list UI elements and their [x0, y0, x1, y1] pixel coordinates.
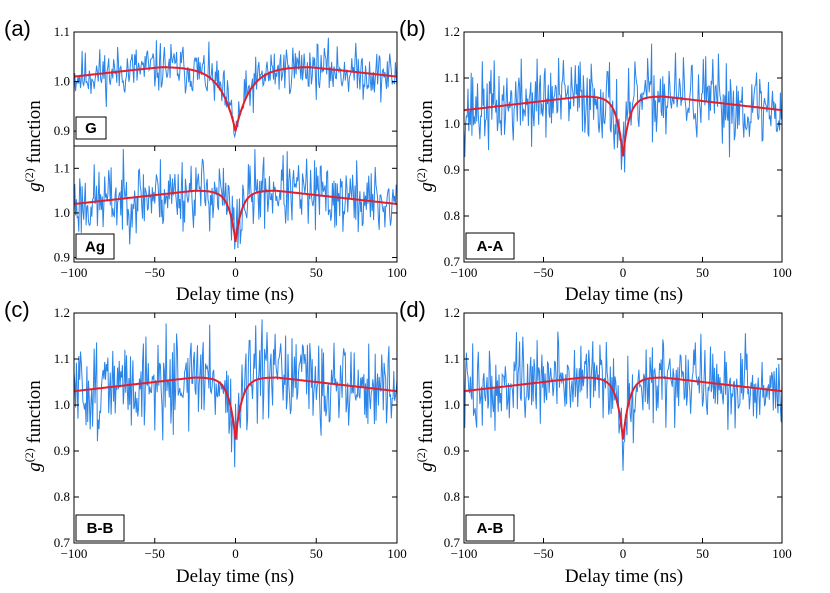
ytick-label: 1.0 — [54, 397, 70, 412]
xtick-label: −50 — [145, 546, 165, 561]
ytick-label: 1.1 — [54, 160, 70, 175]
xlabel-a: Delay time (ns) — [176, 284, 294, 305]
panel-letter-b: (b) — [399, 16, 426, 41]
xtick-label: −50 — [145, 265, 165, 280]
xlabel-b: Delay time (ns) — [565, 284, 683, 305]
tag-label-d: A-B — [477, 520, 504, 537]
fit-curve-a-top — [74, 66, 397, 132]
xtick-label: 100 — [387, 265, 407, 280]
xtick-label: −50 — [533, 546, 553, 561]
xtick-label: 0 — [620, 265, 627, 280]
ytick-label: 1.0 — [444, 116, 460, 131]
ytick-label: 1.0 — [54, 205, 70, 220]
xtick-label: −100 — [61, 546, 88, 561]
ytick-label: 1.2 — [54, 305, 70, 320]
fit-curve-a-bottom — [74, 189, 397, 243]
xtick-label: 0 — [620, 546, 627, 561]
xtick-label: 100 — [387, 546, 407, 561]
fit-curve-d — [464, 376, 782, 440]
xtick-label: 0 — [232, 546, 239, 561]
data-series-a-top — [74, 37, 397, 139]
xtick-label: 100 — [772, 546, 792, 561]
ytick-label: 0.8 — [444, 489, 460, 504]
ytick-label: 0.9 — [444, 162, 460, 177]
plot-a-bottom-Ag: 0.9 1.0 1.1 −100 −50 0 50 100 Ag — [54, 145, 407, 280]
ytick-label: 0.7 — [444, 254, 461, 269]
xtick-label: 50 — [310, 265, 323, 280]
ytick-label: 1.0 — [444, 397, 460, 412]
ytick-label: 0.9 — [54, 443, 70, 458]
tag-label-a-top: G — [85, 120, 97, 137]
ytick-label: 1.1 — [444, 70, 460, 85]
plot-d-A-B: 0.7 0.8 0.9 1.0 1.1 1.2 −100 −50 0 50 100 A-B — [444, 305, 792, 561]
ylabel-b: g(2) function — [414, 100, 437, 192]
ytick-label: 1.1 — [444, 351, 460, 366]
tag-box-a-bottom — [75, 233, 115, 260]
tag-box-d — [465, 514, 515, 542]
xtick-label: 100 — [772, 265, 792, 280]
xtick-label: 50 — [696, 265, 709, 280]
axes-frame-d — [463, 312, 783, 544]
ytick-label: 1.0 — [54, 74, 70, 89]
xtick-label: 50 — [310, 546, 323, 561]
data-series-d — [464, 331, 782, 471]
tag-box-b — [465, 232, 515, 260]
axes-frame-b — [463, 31, 783, 263]
tag-label-c: B-B — [87, 520, 114, 537]
ylabel-a: g(2) function — [22, 100, 45, 192]
panel-letter-c: (c) — [4, 297, 30, 322]
plot-a-top-G: 0.9 1.0 1.1 G — [54, 24, 398, 147]
ytick-label: 0.8 — [444, 208, 460, 223]
ylabel-c: g(2) function — [22, 380, 45, 472]
tag-box-c — [75, 514, 125, 542]
xlabel-d: Delay time (ns) — [565, 566, 683, 587]
xtick-label: 0 — [232, 265, 239, 280]
ytick-label: 0.9 — [54, 123, 70, 138]
xtick-label: 50 — [696, 546, 709, 561]
xtick-label: −100 — [451, 546, 478, 561]
ytick-label: 1.1 — [54, 24, 70, 39]
tag-label-a-bottom: Ag — [85, 239, 105, 256]
xtick-label: −50 — [533, 265, 553, 280]
plot-c-B-B: 0.7 0.8 0.9 1.0 1.1 1.2 −100 −50 0 50 100 B-B — [54, 305, 407, 561]
tag-label-b: A-A — [477, 238, 504, 255]
ytick-label: 1.1 — [54, 351, 70, 366]
ylabel-d: g(2) function — [414, 380, 437, 472]
xtick-label: −100 — [61, 265, 88, 280]
fit-curve-c — [74, 376, 397, 440]
ytick-label: 0.7 — [54, 535, 71, 550]
ytick-label: 0.7 — [444, 535, 461, 550]
ytick-label: 0.9 — [444, 443, 460, 458]
xlabel-c: Delay time (ns) — [176, 566, 294, 587]
panel-letter-d: (d) — [399, 297, 426, 322]
ytick-label: 0.8 — [54, 489, 70, 504]
ytick-label: 0.9 — [54, 250, 70, 265]
data-series-c — [74, 319, 397, 468]
data-series-b — [464, 43, 782, 173]
plot-b-A-A: 0.7 0.8 0.9 1.0 1.1 1.2 −100 −50 0 50 100 A-A — [444, 24, 792, 280]
ytick-label: 1.2 — [444, 24, 460, 39]
panel-letter-a: (a) — [4, 16, 31, 41]
xtick-label: −100 — [451, 265, 478, 280]
tag-box-a-top — [75, 116, 107, 140]
ytick-label: 1.2 — [444, 305, 460, 320]
fit-curve-b — [464, 95, 782, 157]
